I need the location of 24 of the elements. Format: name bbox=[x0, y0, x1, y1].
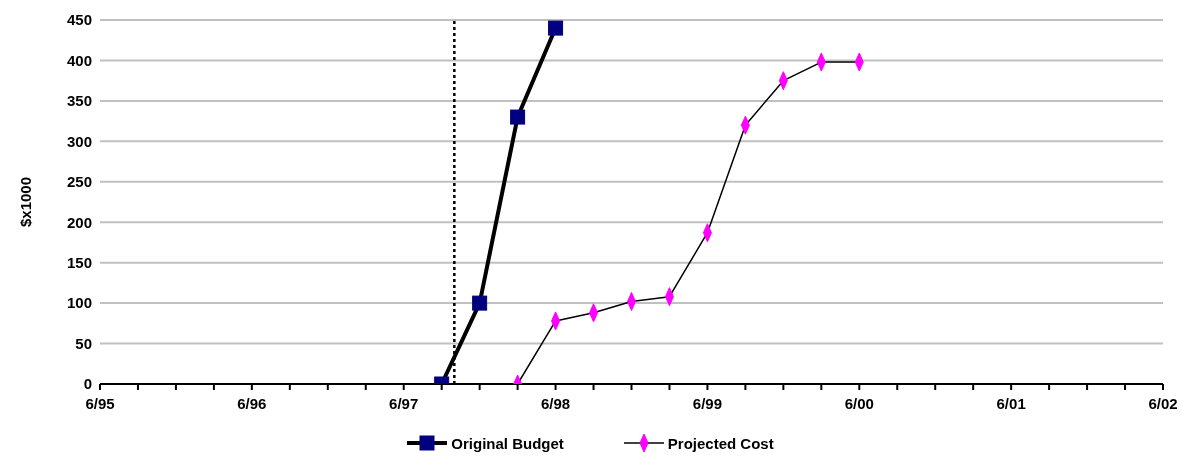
x-tick-label: 6/98 bbox=[540, 394, 571, 412]
y-tick-label: 250 bbox=[66, 173, 92, 191]
point bbox=[472, 295, 488, 311]
y-tick-label: 100 bbox=[66, 294, 92, 312]
x-tick-label: 6/02 bbox=[1148, 394, 1178, 412]
y-tick-label: 50 bbox=[75, 334, 92, 352]
x-tick-label: 6/99 bbox=[692, 394, 723, 412]
legend-label: Original Budget bbox=[450, 434, 564, 452]
y-tick-label: 300 bbox=[66, 132, 92, 150]
point bbox=[510, 109, 526, 125]
y-tick-label: 450 bbox=[66, 11, 92, 29]
legend-label: Projected Cost bbox=[666, 434, 774, 452]
x-tick-label: 6/97 bbox=[389, 394, 419, 412]
y-tick-label: 150 bbox=[66, 253, 92, 271]
point bbox=[548, 20, 564, 36]
y-axis-title: $x1000 bbox=[17, 176, 35, 228]
x-tick-label: 6/00 bbox=[844, 394, 874, 412]
y-tick-label: 400 bbox=[66, 51, 92, 69]
y-tick-label: 0 bbox=[83, 375, 92, 393]
x-tick-label: 6/96 bbox=[237, 394, 267, 412]
x-tick-label: 6/95 bbox=[85, 394, 115, 412]
y-tick-label: 200 bbox=[66, 213, 92, 231]
y-tick-label: 350 bbox=[66, 92, 92, 110]
x-tick-label: 6/01 bbox=[996, 394, 1026, 412]
